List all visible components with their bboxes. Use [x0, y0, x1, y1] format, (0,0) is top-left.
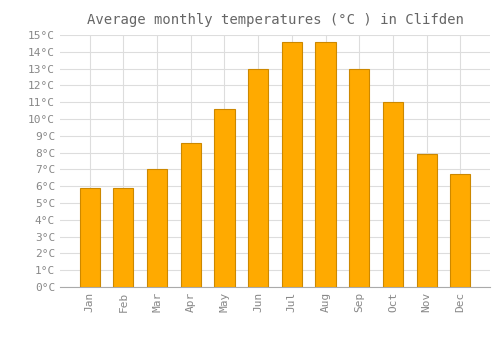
Bar [80, 188, 100, 287]
Bar [147, 169, 167, 287]
Bar [316, 42, 336, 287]
Bar [450, 174, 470, 287]
Bar [282, 42, 302, 287]
Bar [248, 69, 268, 287]
Bar [349, 69, 370, 287]
Title: Average monthly temperatures (°C ) in Clifden: Average monthly temperatures (°C ) in Cl… [86, 13, 464, 27]
Bar [214, 109, 234, 287]
Bar [180, 142, 201, 287]
Bar [416, 154, 437, 287]
Bar [383, 102, 403, 287]
Bar [113, 188, 134, 287]
